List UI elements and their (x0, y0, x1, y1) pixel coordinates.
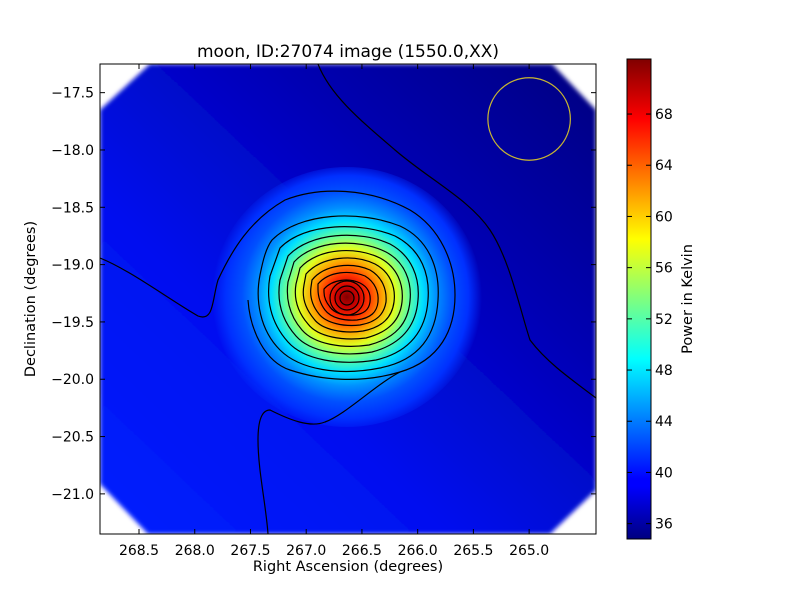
x-tick-label: 265.5 (453, 543, 493, 559)
colorbar (626, 58, 652, 540)
colorbar-tick-label: 68 (655, 107, 673, 123)
colorbar-tick-label: 48 (655, 363, 673, 379)
colorbar-ticks: 36 40 44 48 52 56 60 64 68 (627, 107, 673, 533)
y-tick-label: −20.0 (51, 372, 94, 388)
colorbar-tick-label: 36 (655, 517, 673, 533)
contour-level-5 (294, 249, 403, 340)
colorbar-tick-label: 44 (655, 414, 673, 430)
y-axis-label: Declination (degrees) (23, 221, 39, 377)
heatmap-image (100, 64, 596, 534)
beam-marker-circle (487, 77, 571, 161)
contour-level-8 (317, 271, 379, 321)
contour-level-3 (278, 234, 419, 355)
contour-level-10 (329, 280, 365, 316)
chart-title: moon, ID:27074 image (1550.0,XX) (197, 42, 499, 62)
x-tick-label: 266.0 (398, 543, 438, 559)
colorbar-tick-label: 40 (655, 465, 673, 481)
y-tick-label: −20.5 (51, 430, 94, 446)
contour-level-1 (257, 215, 439, 373)
y-axis: −17.5 −18.0 −18.5 −19.0 −19.5 −20.0 −20.5 −21.0 (51, 86, 596, 503)
contour-ridge-top (317, 64, 596, 399)
y-tick-label: −18.5 (51, 200, 94, 216)
y-tick-label: −19.5 (51, 315, 94, 331)
y-tick-label: −17.5 (51, 86, 94, 102)
contour-ridge-bottom (257, 371, 401, 534)
x-tick-label: 268.5 (119, 543, 159, 559)
plot-frame (99, 63, 597, 535)
contour-outer-left (100, 190, 456, 380)
colorbar-label: Power in Kelvin (680, 244, 696, 354)
x-tick-label: 266.5 (342, 543, 382, 559)
x-axis-label: Right Ascension (degrees) (253, 559, 443, 575)
y-tick-label: −18.0 (51, 143, 94, 159)
contour-level-9 (323, 279, 371, 316)
x-axis: 268.5 268.0 267.5 267.0 266.5 266.0 265.5 265.0 (119, 64, 549, 559)
x-tick-label: 265.0 (509, 543, 549, 559)
x-tick-label: 268.0 (175, 543, 215, 559)
colorbar-tick-label: 60 (655, 209, 673, 225)
colorbar-tick-label: 56 (655, 261, 673, 277)
contour-lines (100, 64, 596, 534)
contour-level-11 (334, 285, 360, 311)
contour-level-6 (302, 257, 395, 333)
y-tick-label: −19.0 (51, 258, 94, 274)
contour-level-12 (339, 290, 355, 306)
contour-level-4 (286, 242, 411, 347)
colorbar-tick-label: 64 (655, 158, 673, 174)
x-tick-label: 267.5 (230, 543, 270, 559)
y-tick-label: −21.0 (51, 487, 94, 503)
contour-level-2 (267, 226, 429, 363)
colorbar-tick-label: 52 (655, 312, 673, 328)
source-glow (212, 167, 482, 427)
contour-level-7 (310, 264, 387, 327)
x-tick-label: 267.0 (286, 543, 326, 559)
